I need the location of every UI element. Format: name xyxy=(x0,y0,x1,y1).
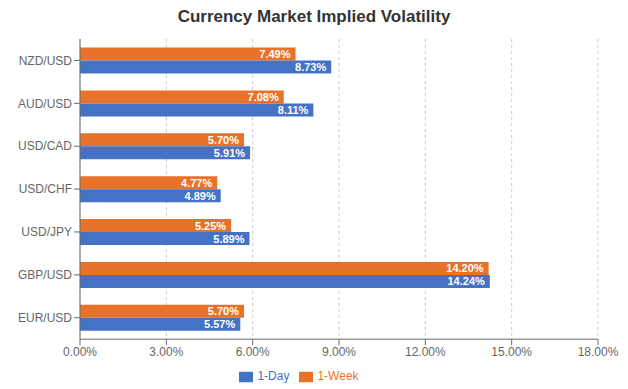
svg-text:8.11%: 8.11% xyxy=(278,104,309,116)
svg-text:AUD/USD: AUD/USD xyxy=(18,97,72,111)
svg-text:5.91%: 5.91% xyxy=(214,147,245,159)
svg-text:EUR/USD: EUR/USD xyxy=(18,311,72,325)
html-text:1-Week: 1-Week xyxy=(317,369,359,384)
html-text:Currency Market Implied Volati: Currency Market Implied Volatility xyxy=(177,7,451,26)
svg-text:4.77%: 4.77% xyxy=(181,177,212,189)
svg-text:GBP/USD: GBP/USD xyxy=(18,268,72,282)
svg-text:0.00%: 0.00% xyxy=(63,345,97,359)
svg-text:3.00%: 3.00% xyxy=(149,345,183,359)
svg-text:5.57%: 5.57% xyxy=(204,318,235,330)
svg-text:6.00%: 6.00% xyxy=(236,345,270,359)
svg-text:4.89%: 4.89% xyxy=(185,190,216,202)
svg-text:5.70%: 5.70% xyxy=(208,134,239,146)
svg-text:14.20%: 14.20% xyxy=(446,262,484,274)
svg-text:NZD/USD: NZD/USD xyxy=(19,54,73,68)
svg-text:USD/CAD: USD/CAD xyxy=(18,139,72,153)
svg-text:12.00%: 12.00% xyxy=(405,345,446,359)
svg-text:14.24%: 14.24% xyxy=(447,275,485,287)
svg-text:USD/JPY: USD/JPY xyxy=(21,225,72,239)
svg-text:5.89%: 5.89% xyxy=(213,233,244,245)
svg-text:18.00%: 18.00% xyxy=(578,345,619,359)
svg-text:USD/CHF: USD/CHF xyxy=(19,182,72,196)
svg-text:7.49%: 7.49% xyxy=(259,48,290,60)
svg-text:9.00%: 9.00% xyxy=(322,345,356,359)
svg-text:5.25%: 5.25% xyxy=(195,220,226,232)
svg-text:7.08%: 7.08% xyxy=(248,91,279,103)
svg-text:8.73%: 8.73% xyxy=(295,61,326,73)
svg-text:5.70%: 5.70% xyxy=(208,305,239,317)
svg-text:15.00%: 15.00% xyxy=(491,345,532,359)
html-text:1-Day: 1-Day xyxy=(257,369,290,384)
